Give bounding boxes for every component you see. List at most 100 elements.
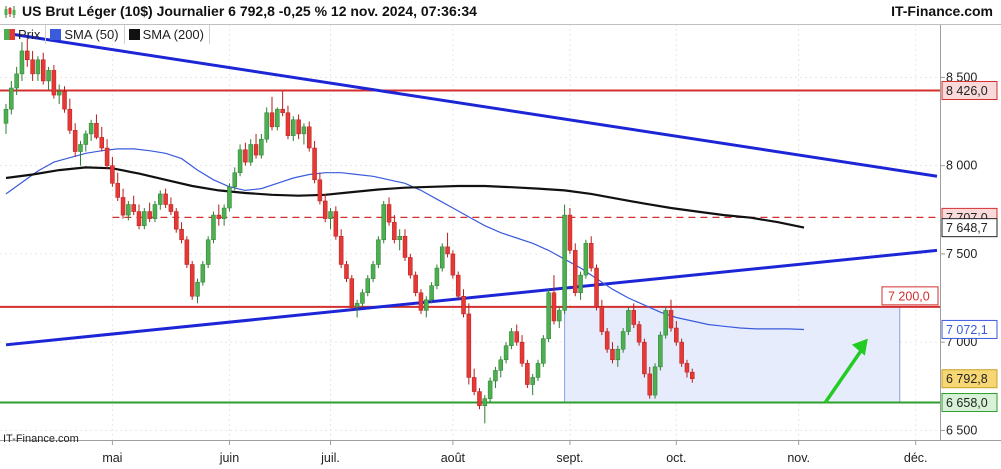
candle-body bbox=[381, 204, 386, 241]
x-tick-label: mai bbox=[102, 451, 122, 465]
candle-body bbox=[195, 281, 200, 297]
candle-body bbox=[642, 341, 647, 375]
sma50-swatch-icon bbox=[50, 29, 62, 40]
candle-body bbox=[237, 149, 243, 173]
candle-body bbox=[455, 274, 461, 297]
candle-body bbox=[663, 310, 668, 336]
x-tick-label: déc. bbox=[904, 451, 928, 465]
candle-body bbox=[668, 310, 674, 329]
target-arrow bbox=[823, 338, 868, 404]
candle-body bbox=[306, 126, 312, 149]
candle-body bbox=[445, 246, 450, 255]
candle-body bbox=[344, 264, 349, 279]
candle-body bbox=[503, 345, 509, 361]
candle-body bbox=[301, 126, 307, 135]
level-annotation: 7 200,0 bbox=[881, 286, 939, 306]
candle-body bbox=[620, 331, 626, 350]
candle-body bbox=[684, 363, 690, 373]
candle-body bbox=[136, 211, 142, 226]
price-labels[interactable]: 8 426,07 707,07 648,77 072,16 792,86 658… bbox=[941, 80, 998, 413]
price-label: 6 658,0 bbox=[946, 396, 988, 410]
candle-body bbox=[173, 211, 179, 230]
candle-body bbox=[376, 239, 381, 265]
candle-body bbox=[551, 292, 557, 322]
candle-body bbox=[594, 267, 599, 308]
candle-body bbox=[652, 366, 658, 396]
candle-body bbox=[338, 236, 344, 265]
candle-body bbox=[636, 324, 642, 343]
range-box bbox=[564, 306, 901, 404]
candle-body bbox=[386, 204, 392, 223]
candle-body bbox=[120, 197, 126, 216]
candle-body bbox=[205, 239, 211, 265]
price-label: 7 648,7 bbox=[946, 221, 988, 235]
candle-body bbox=[397, 236, 402, 241]
sma200-swatch-icon bbox=[128, 29, 140, 40]
candle-body bbox=[690, 371, 695, 379]
range-box-rect bbox=[564, 306, 901, 404]
candle-body bbox=[259, 138, 264, 156]
sma-line bbox=[5, 166, 805, 229]
price-label: 6 792,8 bbox=[946, 372, 988, 386]
candle-body bbox=[439, 246, 445, 269]
candle-body bbox=[232, 172, 238, 188]
candle-body bbox=[253, 144, 259, 156]
candle-body bbox=[317, 179, 323, 202]
candle-body bbox=[413, 274, 418, 293]
candle-body bbox=[3, 108, 9, 124]
candle-body bbox=[264, 112, 269, 140]
price-label-box[interactable] bbox=[941, 218, 998, 238]
candle-body bbox=[158, 193, 163, 205]
price-label-box[interactable] bbox=[941, 369, 998, 389]
candle-body bbox=[482, 398, 488, 406]
candle-body bbox=[275, 108, 280, 128]
candle-body bbox=[418, 292, 424, 311]
price-label-box[interactable] bbox=[941, 393, 998, 413]
price-label: 8 426,0 bbox=[946, 84, 988, 98]
candle-body bbox=[221, 207, 227, 219]
candle-body bbox=[30, 59, 35, 75]
candle-body bbox=[525, 363, 530, 385]
x-tick-label: sept. bbox=[556, 451, 583, 465]
candle-body bbox=[498, 359, 504, 371]
legend-item-sma50[interactable]: SMA (50) bbox=[46, 25, 125, 44]
prix-swatch-icon bbox=[4, 29, 15, 40]
x-axis-ticks: mai juin juil. août sept. oct. nov. déc. bbox=[102, 440, 928, 465]
candle-body bbox=[599, 306, 605, 332]
candle-body bbox=[19, 50, 25, 75]
y-tick-label: 6 500 bbox=[946, 423, 977, 437]
legend-item-prix[interactable]: Prix bbox=[0, 25, 47, 44]
candle-body bbox=[408, 257, 413, 276]
candle-body bbox=[535, 363, 541, 378]
candle-body bbox=[104, 147, 110, 166]
candle-body bbox=[14, 73, 19, 89]
candle-body bbox=[115, 183, 120, 198]
candle-body bbox=[147, 211, 152, 219]
candle-body bbox=[248, 144, 253, 163]
y-tick-label: 8 000 bbox=[946, 159, 977, 173]
price-label-box[interactable] bbox=[941, 319, 998, 339]
candle-body bbox=[216, 214, 222, 219]
candle-body bbox=[46, 70, 51, 82]
candle-body bbox=[546, 292, 551, 339]
candles bbox=[3, 38, 695, 424]
site-name[interactable]: IT-Finance.com bbox=[891, 3, 993, 19]
candle-body bbox=[434, 267, 440, 286]
price-label-box[interactable] bbox=[941, 80, 998, 100]
candle-body bbox=[424, 299, 429, 311]
candle-body bbox=[487, 380, 493, 399]
trendline bbox=[5, 248, 938, 347]
candle-body bbox=[679, 341, 684, 364]
candle-body bbox=[243, 149, 248, 163]
candle-body bbox=[402, 236, 408, 258]
candle-body bbox=[562, 214, 567, 311]
candle-body bbox=[269, 112, 275, 128]
candle-body bbox=[615, 348, 621, 361]
legend-item-sma200[interactable]: SMA (200) bbox=[125, 25, 210, 44]
candle-body bbox=[631, 310, 637, 325]
candle-body bbox=[610, 348, 615, 361]
candle-body bbox=[142, 211, 147, 226]
y-tick-label: 7 500 bbox=[946, 247, 977, 261]
candle-body bbox=[530, 377, 535, 385]
candle-body bbox=[354, 303, 360, 308]
